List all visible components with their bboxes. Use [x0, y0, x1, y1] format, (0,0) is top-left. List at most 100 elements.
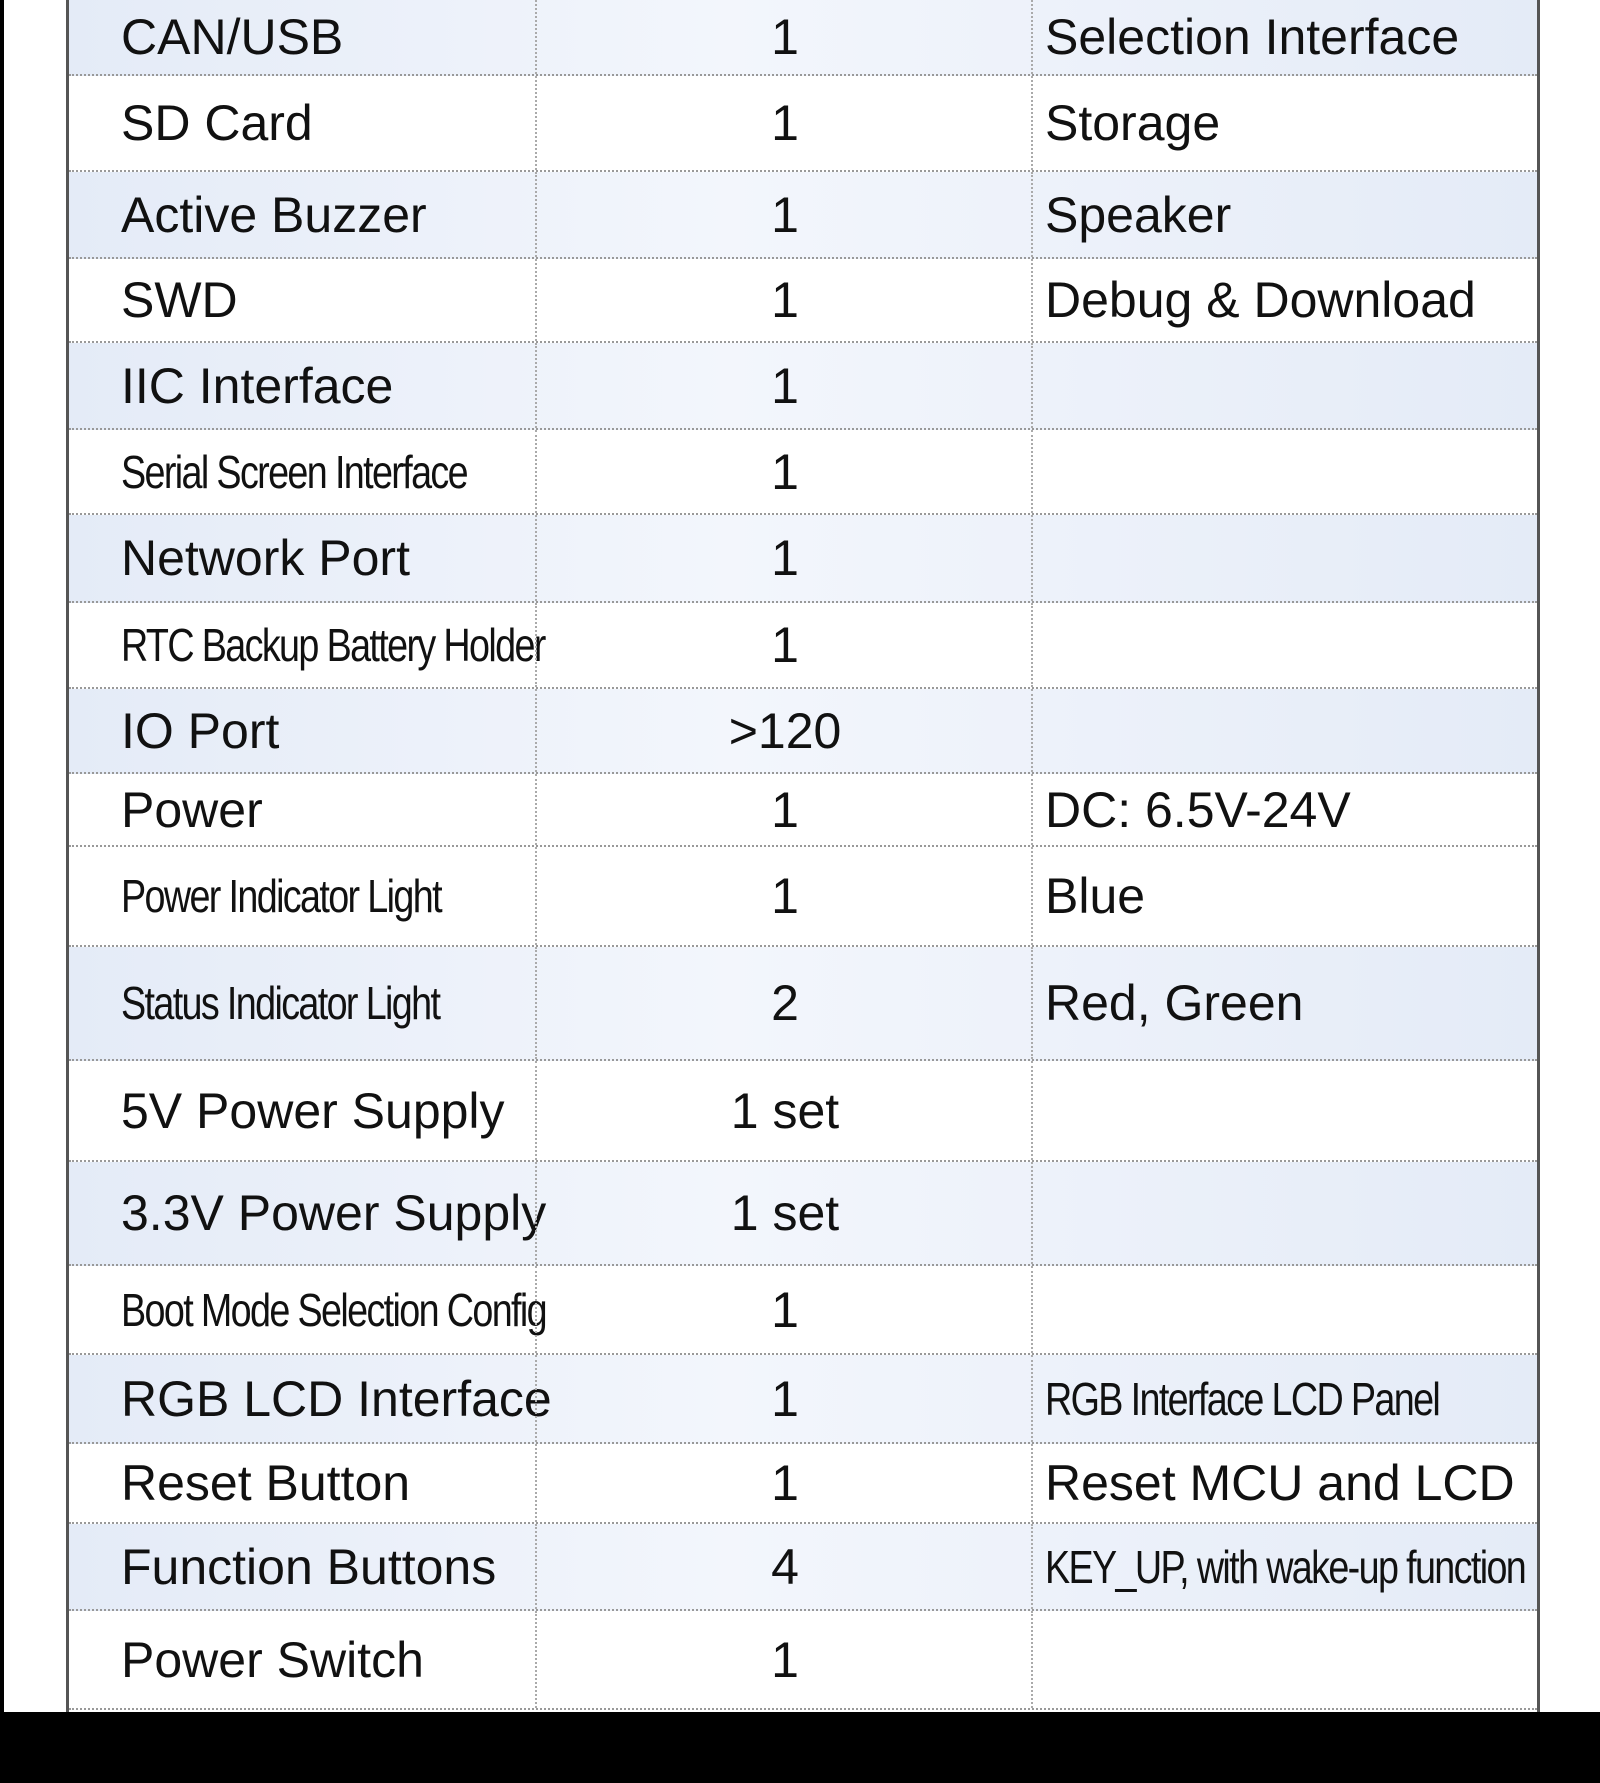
component-cell: IIC Interface — [121, 343, 591, 428]
component-cell-text: RGB LCD Interface — [121, 1370, 552, 1427]
quantity-cell: 1 — [535, 1355, 1033, 1442]
description-cell — [1031, 1061, 1537, 1160]
description-cell: Selection Interface — [1031, 0, 1537, 74]
component-cell: Boot Mode Selection Config — [121, 1266, 591, 1353]
quantity-cell-text: 4 — [771, 1538, 799, 1595]
quantity-cell-text: 1 — [771, 1631, 799, 1688]
description-cell — [1031, 1162, 1537, 1264]
component-cell: Serial Screen Interface — [121, 430, 591, 513]
table-row: Active Buzzer 1 Speaker — [69, 172, 1537, 259]
table-row: CAN/USB 1 Selection Interface — [69, 0, 1537, 76]
description-cell-text: Debug & Download — [1045, 272, 1476, 328]
quantity-cell-text: 1 set — [730, 1185, 840, 1241]
description-cell: KEY_UP, with wake-up function — [1031, 1524, 1537, 1609]
description-cell-text: DC: 6.5V-24V — [1045, 781, 1351, 838]
quantity-cell-text: 1 — [771, 1455, 799, 1511]
quantity-cell: 1 — [535, 259, 1033, 341]
quantity-cell-text: 1 — [771, 1370, 799, 1427]
description-cell-text: Speaker — [1045, 186, 1232, 243]
component-cell-text: IO Port — [121, 702, 280, 759]
component-cell-text: RTC Backup Battery Holder — [121, 619, 546, 671]
component-cell-text: Active Buzzer — [121, 186, 427, 243]
component-cell: Active Buzzer — [121, 172, 591, 257]
description-cell-text: KEY_UP, with wake-up function — [1045, 1540, 1527, 1593]
table-row: Serial Screen Interface 1 — [69, 430, 1537, 515]
component-cell: IO Port — [121, 689, 591, 772]
component-cell: Power Switch — [121, 1611, 591, 1708]
component-cell-text: Power Switch — [121, 1631, 424, 1688]
component-cell: RTC Backup Battery Holder — [121, 603, 591, 687]
component-cell-text: 3.3V Power Supply — [121, 1185, 547, 1241]
table-row: 3.3V Power Supply 1 set — [69, 1162, 1537, 1266]
description-cell: Debug & Download — [1031, 259, 1537, 341]
quantity-cell-text: 1 — [771, 186, 799, 243]
table-row: 5V Power Supply 1 set — [69, 1061, 1537, 1162]
description-cell: Reset MCU and LCD — [1031, 1444, 1537, 1522]
description-cell — [1031, 430, 1537, 513]
table-row: SD Card 1 Storage — [69, 76, 1537, 172]
table-row: Status Indicator Light 2 Red, Green — [69, 947, 1537, 1061]
component-cell: SD Card — [121, 76, 591, 170]
component-cell-text: Power — [121, 781, 263, 838]
table-row: Function Buttons 4 KEY_UP, with wake-up fu… — [69, 1524, 1537, 1611]
component-cell-text: 5V Power Supply — [121, 1082, 505, 1139]
component-cell: Reset Button — [121, 1444, 591, 1522]
quantity-cell: 1 — [535, 774, 1033, 845]
description-cell: Red, Green — [1031, 947, 1537, 1059]
component-cell-text: Serial Screen Interface — [121, 445, 469, 498]
quantity-cell: 1 — [535, 76, 1033, 170]
table-row: IIC Interface 1 — [69, 343, 1537, 430]
component-cell: RGB LCD Interface — [121, 1355, 591, 1442]
table-row: Power 1 DC: 6.5V-24V — [69, 774, 1537, 847]
table-row: Reset Button 1 Reset MCU and LCD — [69, 1444, 1537, 1524]
component-cell: Function Buttons — [121, 1524, 591, 1609]
component-cell-text: Boot Mode Selection Config — [121, 1283, 548, 1336]
description-cell-text: RGB Interface LCD Panel — [1045, 1372, 1441, 1425]
table-row: Network Port 1 — [69, 515, 1537, 603]
description-cell: Blue — [1031, 847, 1537, 945]
quantity-cell-text: 1 — [771, 443, 799, 500]
quantity-cell-text: >120 — [728, 702, 842, 759]
quantity-cell: 1 — [535, 172, 1033, 257]
component-cell: Power — [121, 774, 591, 845]
table-row: SWD 1 Debug & Download — [69, 259, 1537, 343]
component-cell-text: CAN/USB — [121, 9, 344, 65]
quantity-cell-text: 1 set — [730, 1082, 840, 1139]
quantity-cell: 1 — [535, 603, 1033, 687]
quantity-cell: 1 — [535, 0, 1033, 74]
description-cell: RGB Interface LCD Panel — [1031, 1355, 1537, 1442]
quantity-cell-text: 1 — [771, 95, 799, 151]
quantity-cell-text: 1 — [771, 1281, 799, 1338]
component-cell-text: IIC Interface — [121, 357, 394, 414]
quantity-cell-text: 1 — [771, 530, 799, 586]
quantity-cell-text: 1 — [771, 781, 799, 838]
quantity-cell: 1 — [535, 1266, 1033, 1353]
component-cell: CAN/USB — [121, 0, 591, 74]
quantity-cell: 1 — [535, 1444, 1033, 1522]
quantity-cell: 2 — [535, 947, 1033, 1059]
quantity-cell: 1 — [535, 515, 1033, 601]
component-cell: 3.3V Power Supply — [121, 1162, 591, 1264]
quantity-cell: 1 set — [535, 1061, 1033, 1160]
table-row: IO Port >120 — [69, 689, 1537, 774]
table-row: RTC Backup Battery Holder 1 — [69, 603, 1537, 689]
component-cell: Status Indicator Light — [121, 947, 591, 1059]
description-cell-text: Reset MCU and LCD — [1045, 1455, 1515, 1511]
description-cell — [1031, 1611, 1537, 1708]
description-cell — [1031, 689, 1537, 772]
description-cell — [1031, 343, 1537, 428]
quantity-cell: 4 — [535, 1524, 1033, 1609]
description-cell-text: Blue — [1045, 868, 1146, 924]
spec-sheet: CAN/USB 1 Selection Interface SD Card 1 Stora… — [4, 0, 1600, 1712]
description-cell-text: Selection Interface — [1045, 9, 1460, 65]
description-cell-text: Red, Green — [1045, 975, 1304, 1031]
description-cell: Storage — [1031, 76, 1537, 170]
table-row: RGB LCD Interface 1 RGB Interface LCD Pane… — [69, 1355, 1537, 1444]
component-cell-text: Function Buttons — [121, 1538, 497, 1595]
table-row: Power Switch 1 — [69, 1611, 1537, 1710]
component-cell: Network Port — [121, 515, 591, 601]
quantity-cell-text: 1 — [771, 272, 799, 328]
component-cell-text: Power Indicator Light — [121, 870, 443, 922]
component-cell-text: Network Port — [121, 530, 410, 586]
description-cell — [1031, 515, 1537, 601]
